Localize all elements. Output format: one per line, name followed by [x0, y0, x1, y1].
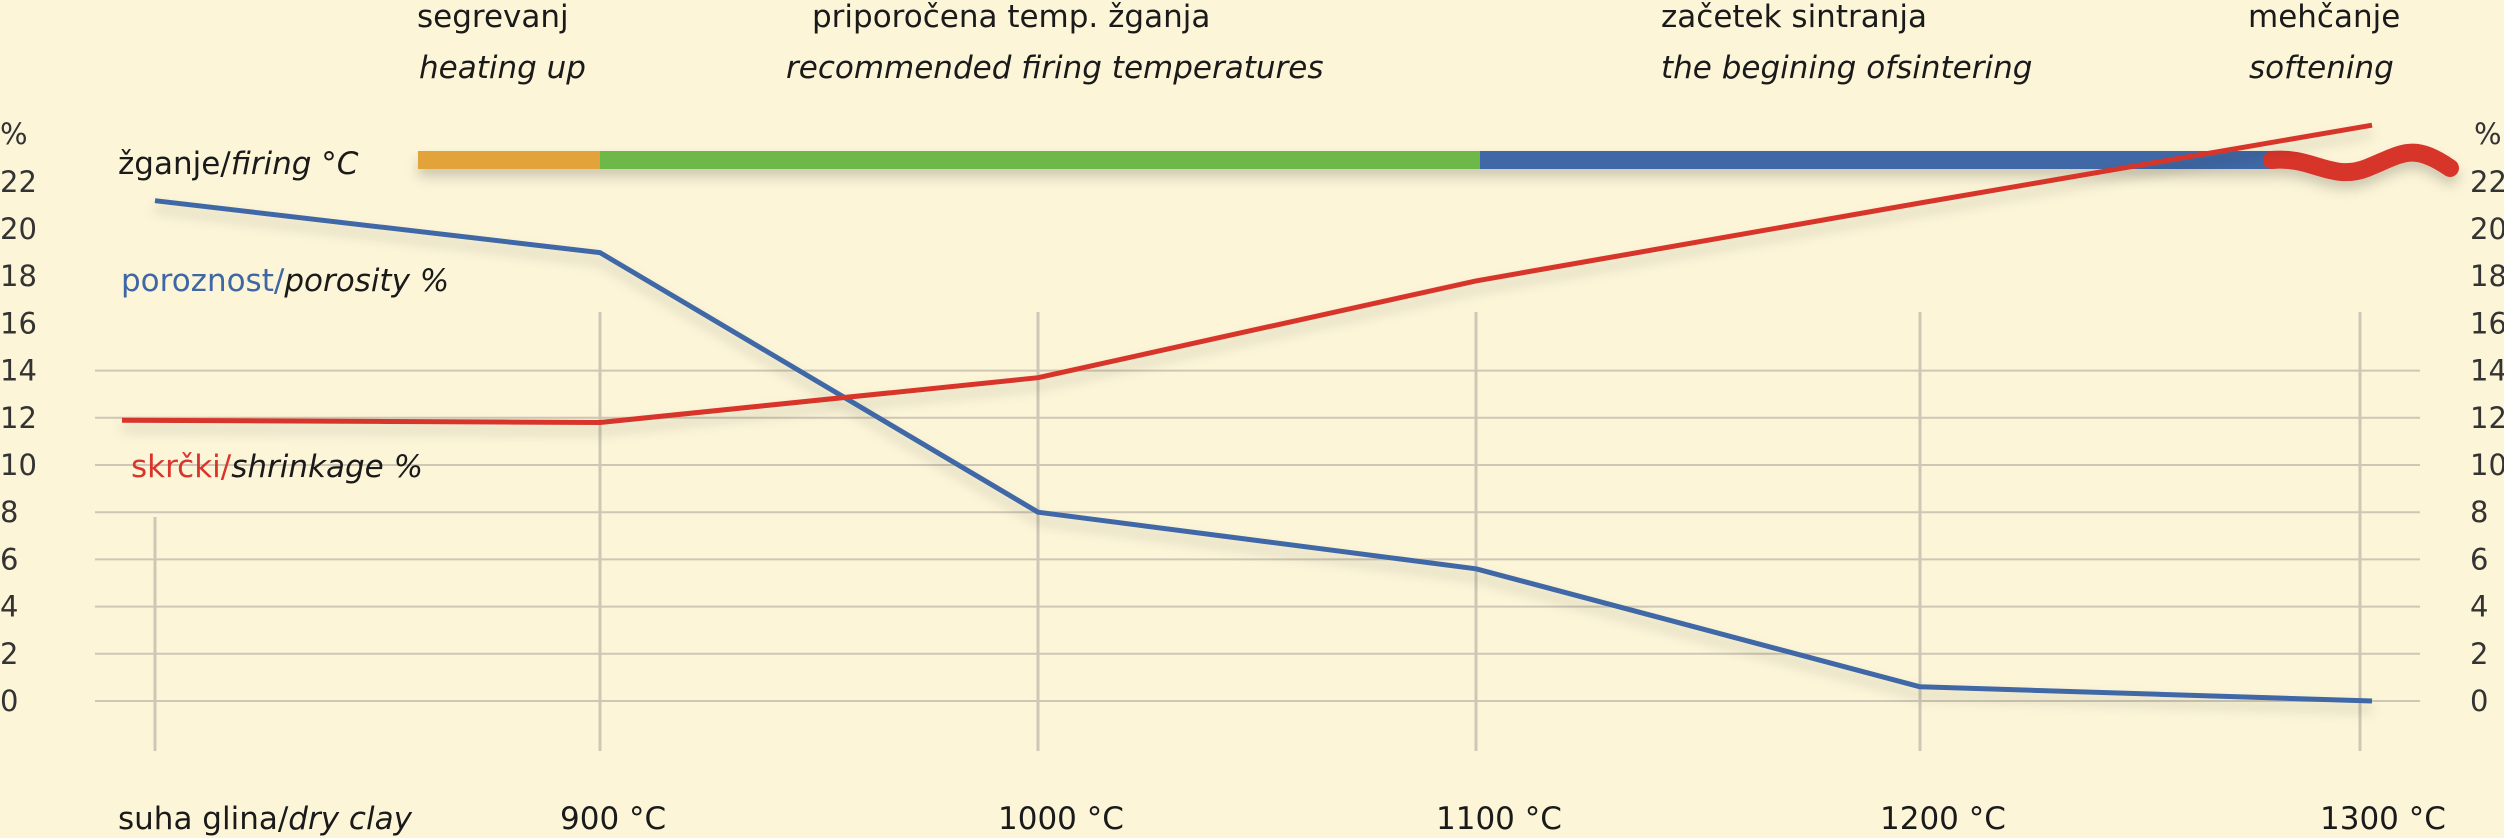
- y-axis-right: 0 2 4 6 8 10 12 14 16 18 20 22: [2470, 165, 2504, 718]
- y-axis-left: 0 2 4 6 8 10 12 14 16 18 20 22: [0, 165, 37, 718]
- y-tick-right-22: 22: [2470, 165, 2504, 199]
- y-tick-right-18: 18: [2470, 259, 2504, 293]
- phase-recommended-en: recommended firing temperatures: [786, 50, 1323, 86]
- y-tick-left-16: 16: [0, 306, 37, 340]
- phase-sintering-en: the begining ofsintering: [1661, 50, 2032, 86]
- y-tick-right-20: 20: [2470, 212, 2504, 246]
- y-tick-left-0: 0: [0, 684, 18, 718]
- phase-heating-en: heating up: [419, 50, 586, 86]
- y-tick-left-22: 22: [0, 165, 37, 199]
- y-tick-left-6: 6: [0, 542, 18, 576]
- y-tick-right-10: 10: [2470, 448, 2504, 482]
- x-tick-label-1: 900 °C: [560, 801, 666, 837]
- y-tick-right-12: 12: [2470, 401, 2504, 435]
- firing-phase-bar: [418, 143, 2459, 182]
- y-unit-left: %: [0, 117, 28, 151]
- x-tick-label-5: 1300 °C: [2320, 801, 2446, 837]
- series-line-1: [121, 122, 2373, 425]
- x-tick-label-3: 1100 °C: [1436, 801, 1562, 837]
- firing-label: žganje/firing °C: [118, 146, 359, 182]
- phase-bar-2: [1480, 151, 2272, 169]
- phase-bar-softening: [2263, 143, 2459, 182]
- gridlines: [95, 369, 2420, 702]
- y-tick-left-20: 20: [0, 212, 37, 246]
- phase-bar-0: [418, 151, 600, 169]
- y-unit-right: %: [2474, 117, 2502, 151]
- y-tick-left-18: 18: [0, 259, 37, 293]
- y-tick-right-0: 0: [2470, 684, 2488, 718]
- y-tick-right-6: 6: [2470, 542, 2488, 576]
- phase-bar-1: [600, 151, 1480, 169]
- phase-sintering-sl: začetek sintranja: [1661, 0, 1927, 35]
- y-tick-left-4: 4: [0, 590, 18, 624]
- x-axis-labels: 900 °C 1000 °C 1100 °C 1200 °C 1300 °C: [560, 801, 2446, 837]
- phase-recommended-sl: priporočena temp. žganja: [812, 0, 1210, 35]
- y-tick-left-10: 10: [0, 448, 37, 482]
- phase-heating-sl: segrevanj: [417, 0, 569, 35]
- y-tick-right-4: 4: [2470, 590, 2488, 624]
- y-tick-left-14: 14: [0, 354, 37, 388]
- category-lines: [153, 312, 2362, 751]
- y-tick-right-2: 2: [2470, 637, 2488, 671]
- phase-softening-en: softening: [2249, 50, 2394, 86]
- series-line-0: [154, 198, 2373, 704]
- shrinkage-label: skrčki/shrinkage %: [131, 449, 423, 485]
- y-tick-left-2: 2: [0, 637, 18, 671]
- y-tick-right-14: 14: [2470, 354, 2504, 388]
- y-tick-left-12: 12: [0, 401, 37, 435]
- x-label-dry-clay: suha glina/dry clay: [118, 801, 413, 837]
- y-tick-left-8: 8: [0, 495, 18, 529]
- y-tick-right-8: 8: [2470, 495, 2488, 529]
- phase-softening-sl: mehčanje: [2248, 0, 2400, 35]
- series-lines: [121, 122, 2373, 704]
- x-tick-label-4: 1200 °C: [1880, 801, 2006, 837]
- x-tick-label-2: 1000 °C: [998, 801, 1124, 837]
- y-tick-right-16: 16: [2470, 306, 2504, 340]
- porosity-label: poroznost/porosity %: [121, 263, 449, 299]
